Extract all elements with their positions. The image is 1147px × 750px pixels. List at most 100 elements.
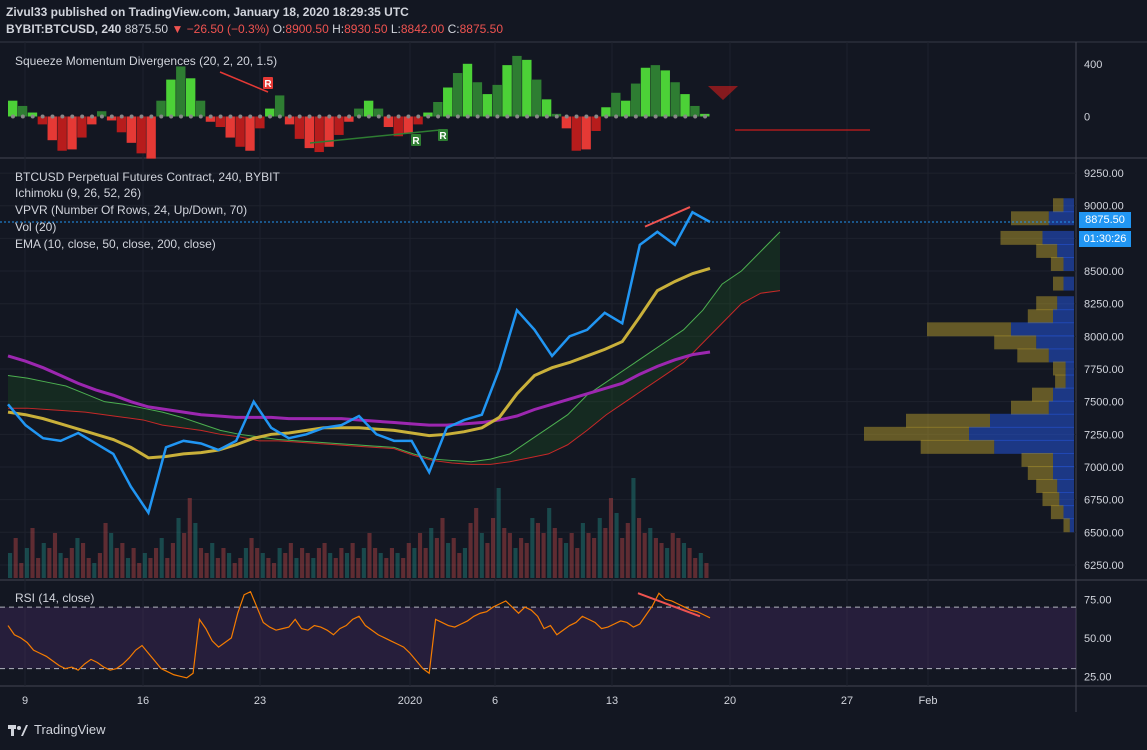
main-y-tick-1: 9000.00 [1084,201,1124,213]
main-y-tick-6: 7750.00 [1084,364,1124,376]
vpvr-down-12 [1065,374,1074,389]
volume-bar-22 [131,548,136,578]
volume-bar-3 [24,548,29,578]
vpvr-down-14 [1048,400,1074,415]
vpvr-up-13 [1032,387,1053,402]
vpvr-up-8 [927,322,1011,337]
squeeze-bar-5 [57,116,67,151]
rsi-label[interactable]: RSI (14, close) [15,591,95,605]
volume-bar-118 [670,533,675,578]
squeeze-label[interactable]: Squeeze Momentum Divergences (20, 2, 20,… [15,54,278,68]
squeeze-bar-6 [67,116,77,150]
squeeze-bar-20 [205,116,216,122]
squeeze-bar-58 [581,116,591,150]
squeeze-dot-69 [693,114,698,119]
cloud-fill [8,231,780,465]
squeeze-dot-40 [406,114,411,119]
brand-name[interactable]: TradingView [34,722,106,737]
squeeze-bar-68 [680,94,690,117]
volume-bar-112 [636,518,642,578]
volume-bar-73 [417,533,423,578]
main-label-3[interactable]: Vol (20) [15,220,57,234]
squeeze-bar-69 [690,105,700,117]
squeeze-dot-44 [445,114,450,119]
vpvr-down-11 [1065,361,1074,376]
volume-bar-72 [412,548,417,578]
volume-bar-41 [238,558,243,578]
main-label-0[interactable]: BTCUSD Perpetual Futures Contract, 240, … [15,170,280,184]
squeeze-bar-43 [433,102,443,117]
vpvr-down-17 [994,439,1074,454]
volume-bar-10 [64,558,69,578]
vpvr-down-15 [990,413,1074,428]
squeeze-dot-10 [109,114,114,119]
volume-bar-78 [446,543,451,578]
last-price: 8875.50 [124,22,169,36]
volume-bar-74 [423,548,428,578]
vpvr-down-5 [1063,276,1074,291]
main-label-1[interactable]: Ichimoku (9, 26, 52, 26) [15,186,142,200]
vpvr-up-22 [1050,505,1064,520]
marker-label-0: R [264,79,272,90]
squeeze-dot-65 [653,114,658,119]
squeeze-bar-50 [502,65,512,117]
volume-bar-1 [13,538,18,578]
squeeze-dot-34 [347,114,352,119]
vpvr-up-11 [1053,361,1066,376]
vpvr-down-16 [969,426,1074,441]
volume-bar-31 [182,533,187,578]
volume-bar-64 [367,533,372,578]
squeeze-bar-18 [185,78,196,117]
volume-bar-110 [625,523,630,578]
volume-bar-47 [271,563,277,578]
squeeze-dot-54 [544,114,549,119]
close-label: C: [447,22,460,36]
squeeze-dot-57 [574,114,579,119]
volume-bar-9 [58,553,63,578]
volume-bar-56 [322,543,327,578]
squeeze-bar-13 [136,116,146,154]
volume-bar-77 [440,518,445,578]
volume-bar-2 [19,563,24,578]
symbol-label[interactable]: BYBIT:BTCUSD, 240 [6,22,122,36]
volume-bar-94 [535,523,541,578]
volume-bar-13 [81,543,86,578]
squeeze-projection-down [708,86,738,100]
volume-bar-104 [592,538,597,578]
squeeze-dot-9 [99,114,104,119]
vpvr-up-21 [1042,492,1060,507]
squeeze-bar-25 [255,116,265,129]
ema-lines [7,266,711,460]
volume-bar-99 [563,543,569,578]
volume-bar-92 [524,543,529,578]
squeeze-dot-55 [554,114,559,119]
squeeze-dot-14 [149,114,154,119]
squeeze-dot-8 [90,114,95,119]
x-tick-1: 16 [137,695,149,707]
squeeze-dot-7 [80,114,85,119]
squeeze-dot-0 [10,114,15,119]
main-label-2[interactable]: VPVR (Number Of Rows, 24, Up/Down, 70) [15,203,248,217]
squeeze-dot-24 [248,114,253,119]
main-y-tick-8: 7250.00 [1084,429,1124,441]
volume-bar-14 [86,558,91,578]
marker-box-2 [438,129,448,141]
squeeze-bar-49 [492,84,502,117]
squeeze-bar-63 [630,83,641,117]
volume-bar-115 [653,538,658,578]
volume-bar-100 [569,533,574,578]
squeeze-dot-61 [614,114,619,119]
vpvr-down-3 [1057,243,1074,258]
main-label-4[interactable]: EMA (10, close, 50, close, 200, close) [15,237,216,251]
vpvr-down-22 [1063,505,1074,520]
vpvr-down-7 [1053,309,1074,324]
squeeze-dot-59 [594,114,599,119]
volume-bar-18 [109,533,114,578]
squeeze-bar-32 [324,116,334,147]
squeeze-bar-3 [37,116,48,125]
volume-bar-27 [159,538,164,578]
volume-bar-114 [648,528,653,578]
volume-bar-26 [154,548,159,578]
volume-bar-70 [401,558,406,578]
